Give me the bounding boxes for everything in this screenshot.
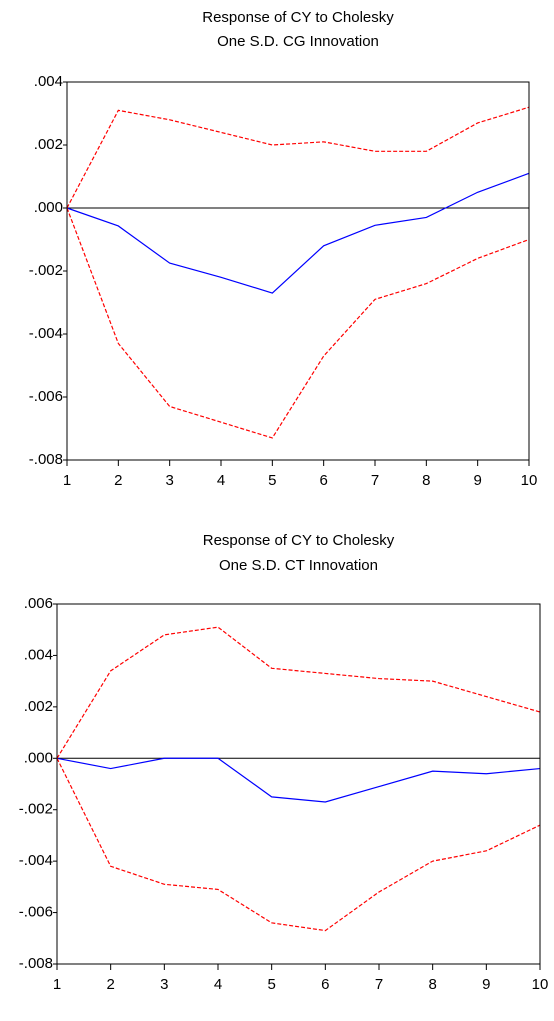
x-tick-label: 8 bbox=[422, 472, 430, 489]
series-line bbox=[56, 757, 541, 803]
y-tick-label: -.006 bbox=[29, 388, 63, 405]
chart-subtitle: One S.D. CG Innovation bbox=[217, 33, 379, 50]
y-tick-label: .006 bbox=[24, 595, 53, 612]
series-line bbox=[66, 207, 530, 439]
x-tick-label: 8 bbox=[428, 976, 436, 993]
y-tick-label: .004 bbox=[24, 646, 53, 663]
x-tick-label: 7 bbox=[375, 976, 383, 993]
x-tick-label: 4 bbox=[214, 976, 222, 993]
x-tick-label: 7 bbox=[371, 472, 379, 489]
y-tick-label: .004 bbox=[34, 73, 63, 90]
series-line bbox=[56, 626, 541, 759]
y-tick-label: -.004 bbox=[29, 325, 63, 342]
y-tick-label: -.008 bbox=[19, 955, 53, 972]
x-tick-label: 1 bbox=[53, 976, 61, 993]
x-tick-label: 10 bbox=[532, 976, 549, 993]
x-tick-label: 3 bbox=[160, 976, 168, 993]
series-line bbox=[56, 758, 541, 932]
x-tick-label: 2 bbox=[114, 472, 122, 489]
series-line bbox=[66, 172, 530, 294]
y-tick-label: -.002 bbox=[29, 262, 63, 279]
y-tick-label: .000 bbox=[34, 199, 63, 216]
x-tick-label: 5 bbox=[267, 976, 275, 993]
plot-frame bbox=[56, 603, 541, 965]
y-tick-label: .002 bbox=[24, 698, 53, 715]
x-tick-label: 5 bbox=[268, 472, 276, 489]
x-tick-label: 1 bbox=[63, 472, 71, 489]
plot-frame bbox=[66, 81, 530, 461]
y-tick-label: -.006 bbox=[19, 904, 53, 921]
y-tick-label: -.002 bbox=[19, 801, 53, 818]
x-tick-label: 10 bbox=[521, 472, 538, 489]
x-tick-label: 2 bbox=[106, 976, 114, 993]
x-tick-label: 3 bbox=[165, 472, 173, 489]
chart-title: Response of CY to Cholesky bbox=[202, 9, 394, 26]
chart-title: Response of CY to Cholesky bbox=[203, 532, 395, 549]
chart-subtitle: One S.D. CT Innovation bbox=[219, 557, 378, 574]
x-tick-label: 6 bbox=[321, 976, 329, 993]
x-tick-label: 4 bbox=[217, 472, 225, 489]
series-line bbox=[66, 106, 530, 209]
y-tick-label: .002 bbox=[34, 136, 63, 153]
x-tick-label: 9 bbox=[482, 976, 490, 993]
x-tick-label: 6 bbox=[319, 472, 327, 489]
y-tick-label: .000 bbox=[24, 749, 53, 766]
x-tick-label: 9 bbox=[473, 472, 481, 489]
y-tick-label: -.008 bbox=[29, 451, 63, 468]
y-tick-label: -.004 bbox=[19, 852, 53, 869]
